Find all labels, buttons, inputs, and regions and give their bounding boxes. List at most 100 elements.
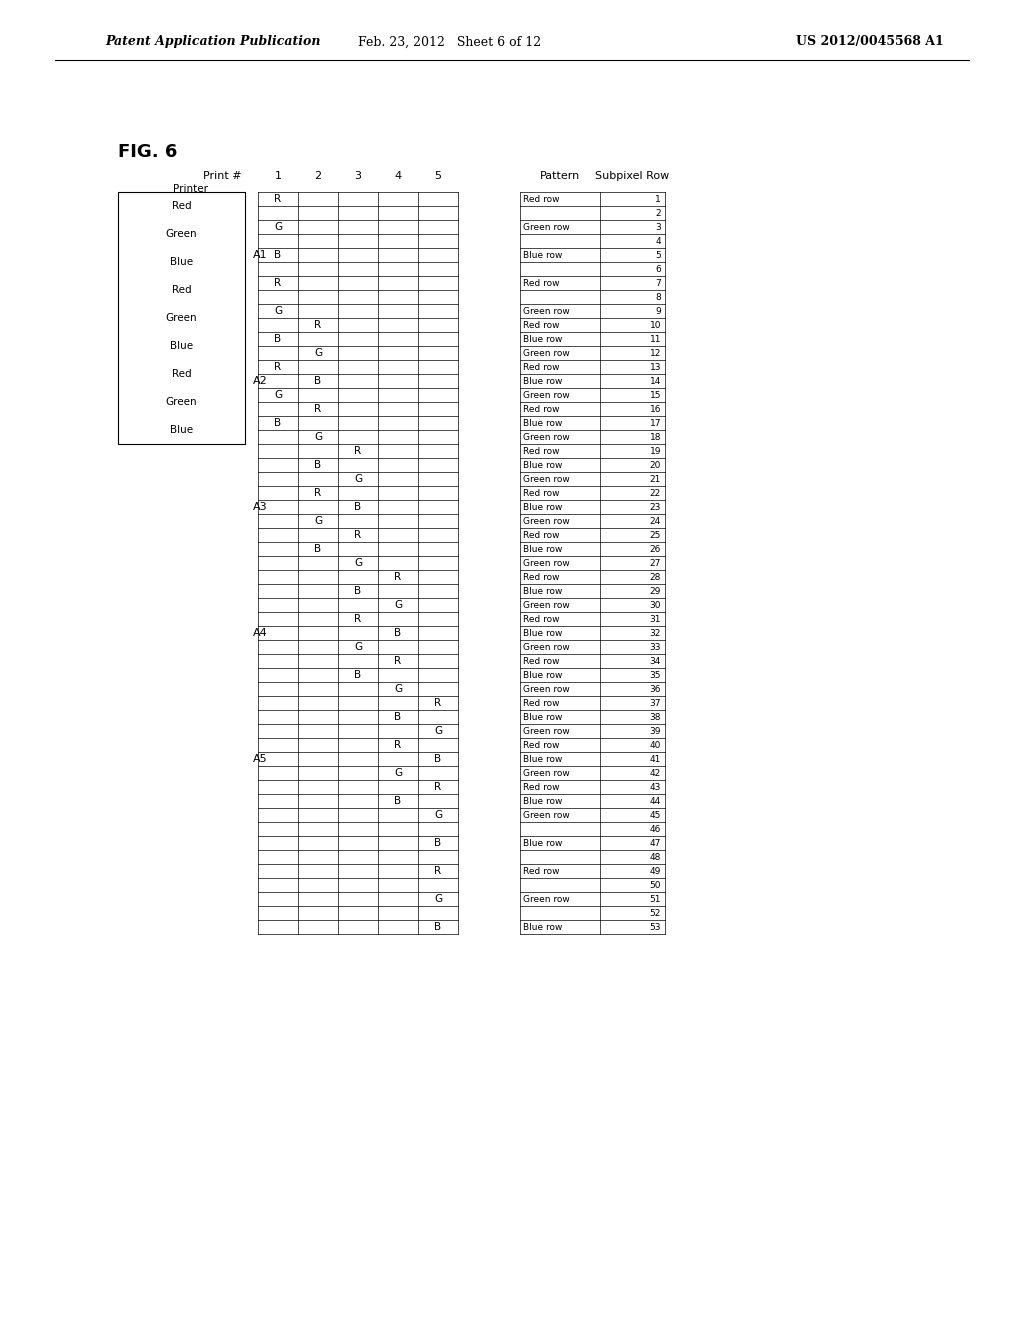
Text: 48: 48	[649, 853, 662, 862]
Text: Red row: Red row	[523, 573, 559, 582]
Text: 8: 8	[655, 293, 662, 301]
Text: R: R	[354, 531, 361, 540]
Text: R: R	[314, 319, 322, 330]
Text: 52: 52	[649, 908, 662, 917]
Text: Blue row: Blue row	[523, 628, 562, 638]
Text: A3: A3	[253, 502, 267, 512]
Text: R: R	[314, 488, 322, 498]
Text: G: G	[354, 642, 362, 652]
Text: Green row: Green row	[523, 348, 569, 358]
Text: Red row: Red row	[523, 656, 559, 665]
Text: Red row: Red row	[523, 279, 559, 288]
Text: Green: Green	[166, 397, 198, 407]
Text: Patent Application Publication: Patent Application Publication	[105, 36, 321, 49]
Text: 24: 24	[650, 516, 662, 525]
Text: 7: 7	[655, 279, 662, 288]
Text: 26: 26	[649, 544, 662, 553]
Text: G: G	[434, 726, 442, 737]
Text: 11: 11	[649, 334, 662, 343]
Text: 20: 20	[649, 461, 662, 470]
Text: R: R	[274, 279, 282, 288]
Text: B: B	[314, 459, 322, 470]
Text: R: R	[354, 614, 361, 624]
Text: 9: 9	[655, 306, 662, 315]
Text: 19: 19	[649, 446, 662, 455]
Text: 10: 10	[649, 321, 662, 330]
Text: Red: Red	[172, 285, 191, 294]
Text: Red row: Red row	[523, 866, 559, 875]
Text: Red row: Red row	[523, 783, 559, 792]
Text: Green row: Green row	[523, 601, 569, 610]
Text: R: R	[274, 194, 282, 205]
Text: B: B	[314, 544, 322, 554]
Text: B: B	[354, 586, 361, 597]
Text: 3: 3	[655, 223, 662, 231]
Text: Blue row: Blue row	[523, 544, 562, 553]
Text: Green row: Green row	[523, 810, 569, 820]
Text: 17: 17	[649, 418, 662, 428]
Text: R: R	[354, 446, 361, 455]
Text: R: R	[434, 698, 441, 708]
Text: R: R	[434, 781, 441, 792]
Text: 37: 37	[649, 698, 662, 708]
Text: R: R	[274, 362, 282, 372]
Text: 1: 1	[655, 194, 662, 203]
Text: Green row: Green row	[523, 643, 569, 652]
Text: 38: 38	[649, 713, 662, 722]
Text: G: G	[394, 601, 402, 610]
Text: Blue row: Blue row	[523, 923, 562, 932]
Text: Blue row: Blue row	[523, 838, 562, 847]
Text: 33: 33	[649, 643, 662, 652]
Text: 28: 28	[649, 573, 662, 582]
Text: G: G	[274, 222, 282, 232]
Text: Blue row: Blue row	[523, 461, 562, 470]
Text: B: B	[274, 418, 282, 428]
Text: 35: 35	[649, 671, 662, 680]
Text: Printer: Printer	[172, 183, 208, 194]
Text: US 2012/0045568 A1: US 2012/0045568 A1	[796, 36, 944, 49]
Text: 50: 50	[649, 880, 662, 890]
Text: 42: 42	[650, 768, 662, 777]
Text: G: G	[354, 558, 362, 568]
Text: 14: 14	[649, 376, 662, 385]
Text: B: B	[394, 796, 401, 807]
Text: 16: 16	[649, 404, 662, 413]
Text: Subpixel Row: Subpixel Row	[595, 172, 670, 181]
Text: Blue row: Blue row	[523, 586, 562, 595]
Text: 46: 46	[649, 825, 662, 833]
Text: B: B	[394, 628, 401, 638]
Text: Green: Green	[166, 313, 198, 323]
Text: Red row: Red row	[523, 615, 559, 623]
Text: 40: 40	[649, 741, 662, 750]
Text: B: B	[274, 249, 282, 260]
Text: Red row: Red row	[523, 321, 559, 330]
Text: A4: A4	[253, 628, 267, 638]
Text: 43: 43	[649, 783, 662, 792]
Text: G: G	[394, 684, 402, 694]
Text: Green row: Green row	[523, 306, 569, 315]
Text: G: G	[434, 810, 442, 820]
Text: G: G	[434, 894, 442, 904]
Text: B: B	[434, 754, 441, 764]
Text: 12: 12	[649, 348, 662, 358]
Text: Blue: Blue	[170, 257, 194, 267]
Text: 4: 4	[394, 172, 401, 181]
Text: Blue row: Blue row	[523, 796, 562, 805]
Text: R: R	[394, 572, 401, 582]
Text: 3: 3	[354, 172, 361, 181]
Text: 2: 2	[655, 209, 662, 218]
Text: R: R	[394, 741, 401, 750]
Text: R: R	[394, 656, 401, 667]
Text: Green row: Green row	[523, 223, 569, 231]
Bar	[118, 191, 245, 444]
Text: Red row: Red row	[523, 741, 559, 750]
Text: Green row: Green row	[523, 516, 569, 525]
Text: Blue: Blue	[170, 341, 194, 351]
Text: G: G	[314, 348, 323, 358]
Text: B: B	[354, 502, 361, 512]
Text: FIG. 6: FIG. 6	[118, 143, 177, 161]
Text: 25: 25	[649, 531, 662, 540]
Text: Green row: Green row	[523, 895, 569, 903]
Text: 51: 51	[649, 895, 662, 903]
Text: Green: Green	[166, 228, 198, 239]
